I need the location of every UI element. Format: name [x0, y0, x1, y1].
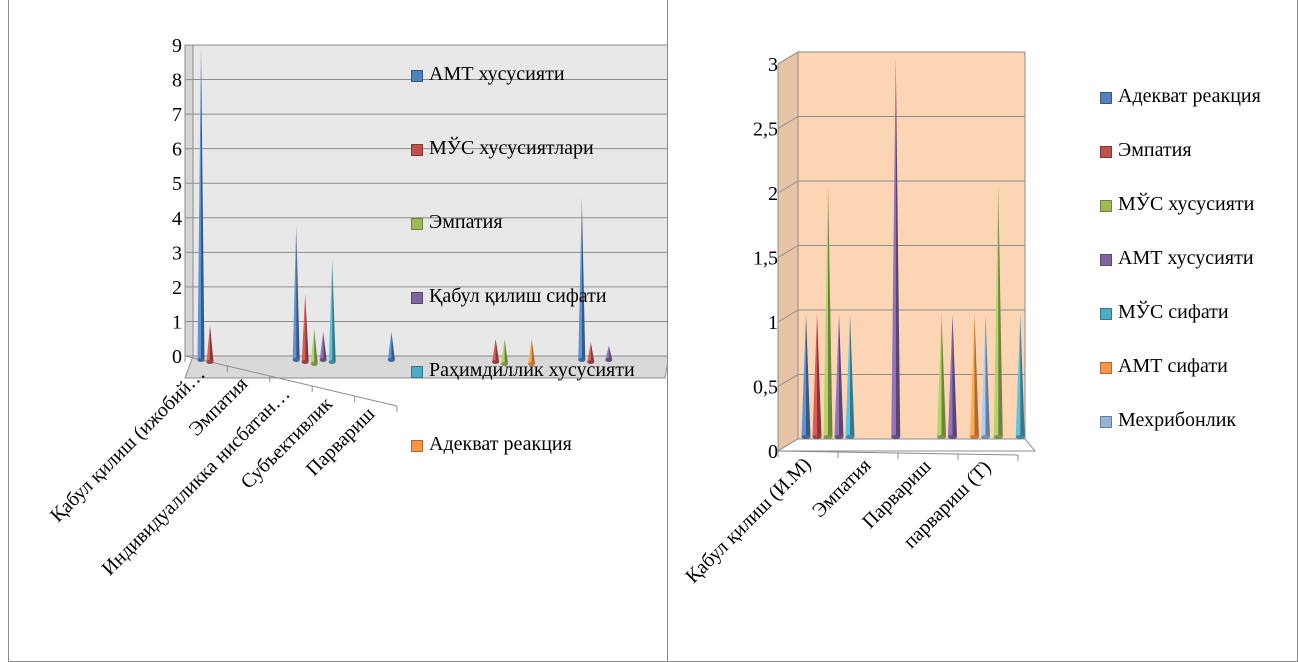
legend-item: Адекват реакция — [1100, 84, 1297, 108]
legend-item: Эмпатия — [1100, 138, 1297, 162]
chart-right-cone — [845, 314, 855, 439]
legend-swatch — [1100, 200, 1112, 212]
legend-swatch — [1100, 254, 1112, 266]
chart-left-cone — [492, 338, 500, 364]
chart-right-y-tick: 3 — [768, 54, 778, 76]
chart-left-cone — [387, 331, 395, 362]
legend-item: Раҳимдиллик хусусияти — [411, 358, 651, 382]
chart-right-gridline-side — [777, 116, 799, 129]
chart-left-side-wall — [184, 44, 194, 357]
legend-item: Қабул қилиш сифати — [411, 284, 651, 308]
legend-swatch — [411, 366, 423, 378]
chart-left-y-tick: 5 — [172, 173, 182, 195]
chart-right-y-tick: 2,5 — [753, 119, 778, 141]
chart-right: 0 0,5 1 1,5 2 2,5 3 Қабул қилиш (И.М) Эмпатия Пар… — [667, 0, 1298, 662]
legend-item: АМТ хусусияти — [1100, 246, 1297, 270]
chart-left-cone — [319, 331, 327, 362]
chart-right-y-tick: 2 — [768, 183, 778, 205]
chart-left-cone — [578, 197, 586, 362]
chart-right-cone — [937, 314, 946, 439]
chart-left-cone — [328, 259, 336, 364]
chart-right-y-tick: 0 — [768, 441, 778, 463]
chart-left-y-tick: 4 — [172, 208, 182, 230]
chart-left-y-tick: 9 — [172, 35, 182, 57]
chart-left-category-label: Субъективлик — [237, 393, 338, 494]
chart-left: 0 1 2 3 4 5 6 7 8 9 Қабул қилиш (ижобий… Эмпатия Инд… — [8, 0, 670, 662]
legend-label: МЎС сифати — [1118, 301, 1229, 323]
legend-label: АМТ сифати — [1118, 355, 1228, 377]
legend-label: АМТ хусусияти — [429, 63, 565, 85]
chart-left-cone — [501, 338, 509, 366]
chart-left-cone — [301, 293, 309, 364]
legend-swatch — [411, 218, 423, 230]
legend-label: Адекват реакция — [429, 433, 572, 455]
chart-left-y-tick: 7 — [172, 104, 182, 126]
chart-left-y-tick: 3 — [172, 242, 182, 264]
chart-left-cone — [605, 345, 613, 362]
chart-right-gridline-side — [777, 374, 799, 387]
chart-right-y-tick: 0,5 — [753, 377, 778, 399]
chart-left-y-tick: 0 — [172, 346, 182, 368]
chart-right-cone — [993, 185, 1003, 439]
legend-item: Эмпатия — [411, 210, 651, 234]
legend-label: Адекват реакция — [1118, 85, 1261, 107]
chart-right-cone — [1015, 314, 1025, 439]
legend-label: МЎС хусусияти — [1118, 193, 1255, 215]
legend-swatch — [1100, 416, 1112, 428]
chart-left-x-axis — [184, 355, 398, 407]
legend-swatch — [411, 292, 423, 304]
legend-item: АМТ хусусияти — [411, 62, 651, 86]
legend-label: Раҳимдиллик хусусияти — [429, 359, 635, 381]
chart-left-y-tick: 1 — [172, 311, 182, 333]
legend-swatch — [1100, 308, 1112, 320]
legend-item: АМТ сифати — [1100, 354, 1297, 378]
chart-left-cone — [528, 338, 536, 366]
chart-left-y-tick: 2 — [172, 277, 182, 299]
chart-right-floor — [776, 438, 1037, 452]
legend-label: Мехрибонлик — [1118, 409, 1237, 431]
chart-right-gridline-side — [777, 180, 799, 194]
legend-item: МЎС сифати — [1100, 300, 1297, 324]
chart-left-y-tick: 8 — [172, 70, 182, 92]
legend-label: Эмпатия — [1118, 139, 1192, 161]
chart-right-gridline-side — [777, 51, 799, 65]
legend-label: Қабул қилиш сифати — [429, 285, 607, 307]
chart-right-cone — [823, 185, 833, 439]
chart-right-category-label: Қабул қилиш (И.М) — [681, 453, 815, 587]
legend-item: Мехрибонлик — [1100, 408, 1297, 432]
legend-swatch — [411, 440, 423, 452]
chart-left-cone — [292, 224, 300, 362]
chart-right-cone — [834, 314, 844, 439]
chart-left-cone — [197, 45, 205, 362]
legend-label: АМТ хусусияти — [1118, 247, 1254, 269]
chart-right-y-tick: 1 — [768, 312, 778, 334]
chart-right-cone — [970, 314, 979, 439]
chart-right-cone — [801, 314, 811, 439]
legend-item: МЎС хусусияти — [1100, 192, 1297, 216]
chart-right-cone — [981, 314, 990, 439]
chart-left-y-tick: 6 — [172, 139, 182, 161]
legend-swatch — [411, 144, 423, 156]
legend-item: Адекват реакция — [411, 432, 651, 456]
chart-left-back-wall — [192, 44, 669, 357]
chart-left-cone — [587, 342, 595, 364]
legend-label: Эмпатия — [429, 211, 503, 233]
chart-right-cone — [948, 314, 957, 439]
chart-left-cone — [206, 324, 214, 364]
legend-label: МЎС хусусиятлари — [429, 137, 594, 159]
legend-swatch — [1100, 362, 1112, 374]
chart-right-cone — [891, 56, 901, 439]
legend-swatch — [411, 70, 423, 82]
legend-item: МЎС хусусиятлари — [411, 136, 651, 160]
chart-left-cone — [310, 328, 318, 366]
chart-right-gridline-side — [777, 309, 799, 323]
chart-right-y-tick: 1,5 — [753, 248, 778, 270]
legend-swatch — [1100, 92, 1112, 104]
chart-right-cone — [812, 314, 822, 439]
legend-swatch — [1100, 146, 1112, 158]
chart-right-gridline-side — [777, 245, 799, 258]
